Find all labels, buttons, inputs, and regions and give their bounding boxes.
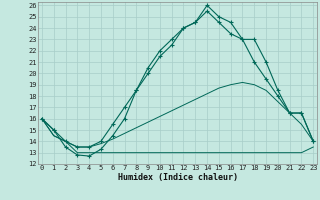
X-axis label: Humidex (Indice chaleur): Humidex (Indice chaleur) bbox=[118, 173, 238, 182]
